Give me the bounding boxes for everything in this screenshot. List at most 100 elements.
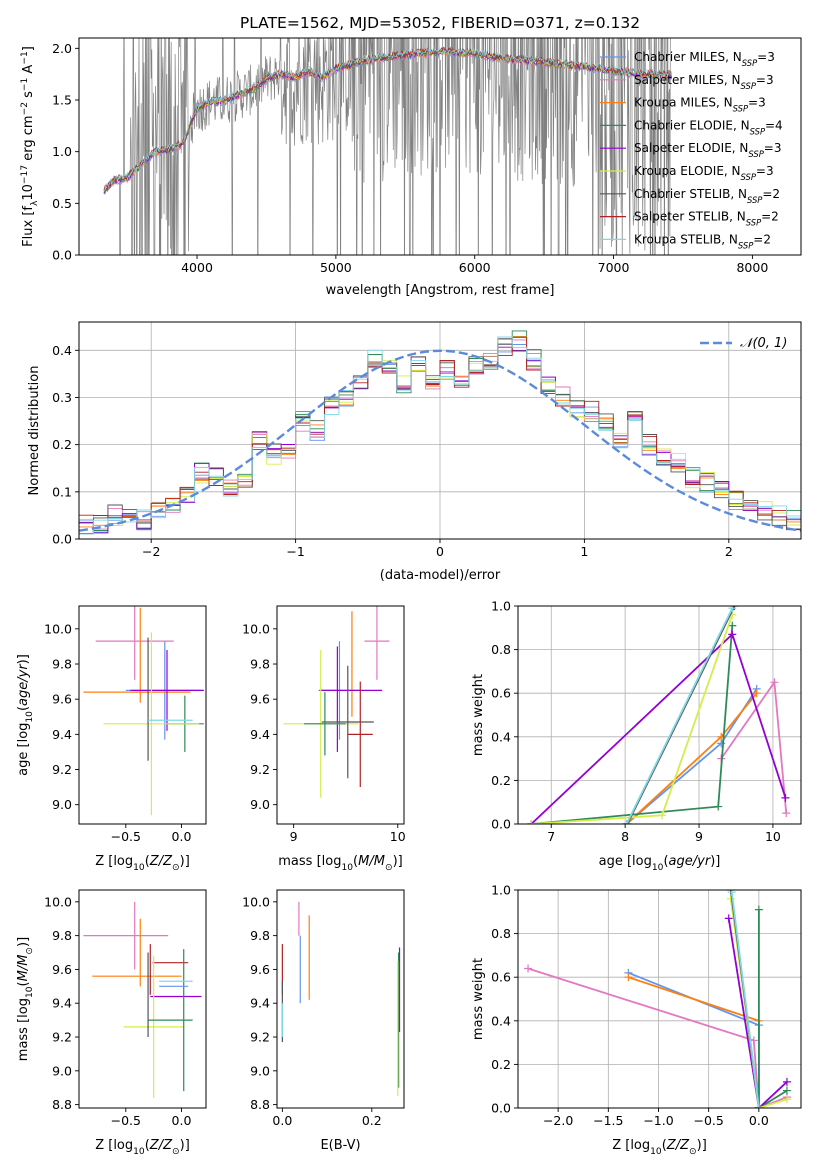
y-tick-label: 0.8 <box>491 642 511 657</box>
figure-title: PLATE=1562, MJD=53052, FIBERID=0371, z=0… <box>240 14 640 32</box>
weight-marker <box>727 890 736 897</box>
y-tick-label: 8.8 <box>250 1097 270 1112</box>
y-tick-label: 9.2 <box>52 1030 72 1045</box>
chart-panel-age-vs-mass: 9 10 9.0 9.2 9.4 9.6 9.8 10.0 mass [log10(M/M⊙)] <box>242 605 406 873</box>
weight-marker <box>728 630 737 639</box>
x-axis-label: age [log10(age/yr)] <box>599 854 721 873</box>
errorbar-plot-area <box>283 606 390 798</box>
legend-label: Salpeter MILES, NSSP=3 <box>634 73 774 91</box>
chart-panel-mass-vs-Z: −0.5 0.0 8.8 9.0 9.2 9.4 9.6 9.8 10.0 Z [log10(Z/… <box>16 889 207 1157</box>
gaussian-reference-curve <box>79 349 801 532</box>
model-spectrum-line <box>103 46 672 191</box>
y-tick-label: 9.6 <box>52 962 72 977</box>
weight-line <box>625 607 734 824</box>
errorbar-plot-area <box>281 901 401 1097</box>
chart-panel-mass-vs-EBV: 0.0 0.2 8.8 9.0 9.2 9.4 9.6 9.8 10.0 E(B-V) <box>242 889 405 1153</box>
y-tick-label: 9.4 <box>250 996 270 1011</box>
legend-entry: Chabrier STELIB, NSSP=2 <box>600 187 780 205</box>
legend-label: Kroupa MILES, NSSP=3 <box>634 96 766 114</box>
weight-marker <box>714 802 723 811</box>
y-tick-label: 0.2 <box>491 773 511 788</box>
observed-spectrum-line <box>103 38 671 255</box>
chart-panel-massweight-vs-age: 7 8 9 10 0.0 0.2 0.4 0.6 0.8 1.0 age [log10(age/yr… <box>471 599 802 873</box>
x-tick-label: 9 <box>695 829 703 844</box>
legend-entry: Kroupa STELIB, NSSP=2 <box>600 232 771 250</box>
x-tick-label: 5000 <box>320 260 352 275</box>
y-tick-label: 9.4 <box>52 727 72 742</box>
y-tick-label: 0.2 <box>491 1057 511 1072</box>
x-tick-label: 8 <box>621 829 629 844</box>
x-axis-label: Z [log10(Z/Z⊙)] <box>95 854 190 873</box>
y-tick-label: 9.0 <box>250 1063 270 1078</box>
y-tick-label: 10.0 <box>242 894 270 909</box>
x-tick-label: 0.0 <box>749 1113 769 1128</box>
x-tick-label: 0.2 <box>362 1113 382 1128</box>
x-tick-label: −0.5 <box>693 1113 723 1128</box>
y-tick-label: 0.3 <box>52 390 72 405</box>
y-tick-label: 10.0 <box>44 894 72 909</box>
weight-series <box>727 890 763 1108</box>
legend-label: Salpeter STELIB, NSSP=2 <box>634 210 779 228</box>
weight-marker <box>782 1077 791 1086</box>
x-axis-label: Z [log10(Z/Z⊙)] <box>95 1138 190 1157</box>
y-tick-label: 2.0 <box>52 41 72 56</box>
y-tick-label: 0.0 <box>52 248 72 263</box>
axes-frame <box>78 37 802 256</box>
legend-label: 𝒩(0, 1) <box>740 336 787 351</box>
y-tick-label: 1.0 <box>52 144 72 159</box>
chart-panel-age-vs-Z: −0.5 0.0 9.0 9.2 9.4 9.6 9.8 10.0 Z [log10(Z/Z⊙)… <box>16 605 207 873</box>
x-tick-label: 10 <box>765 829 781 844</box>
axes-frame <box>276 889 405 1109</box>
errorbar-point <box>123 955 184 1098</box>
errorbar-point <box>103 632 200 816</box>
x-axis-label: wavelength [Angstrom, rest frame] <box>326 283 555 298</box>
y-tick-label: 1.0 <box>491 599 511 614</box>
y-tick-label: 9.8 <box>52 657 72 672</box>
y-tick-label: 0.1 <box>52 484 72 499</box>
errorbar-plot-area <box>83 606 204 816</box>
y-axis-label: age [log10(age/yr)] <box>16 654 35 776</box>
legend-label: Chabrier ELODIE, NSSP=4 <box>634 118 783 136</box>
legend-entry: Kroupa ELODIE, NSSP=3 <box>600 164 774 182</box>
weight-marker <box>782 809 791 818</box>
x-tick-label: 0 <box>436 544 444 559</box>
residual-histogram-step <box>79 336 801 521</box>
weight-marker <box>782 1086 791 1095</box>
spectrum-plot-area <box>103 38 672 255</box>
x-tick-label: 7000 <box>598 260 630 275</box>
y-tick-label: 1.5 <box>52 93 72 108</box>
x-tick-label: −0.5 <box>111 1113 141 1128</box>
axes-frame <box>78 605 207 825</box>
weight-marker <box>527 820 536 824</box>
legend-entry: Chabrier MILES, NSSP=3 <box>600 50 775 68</box>
weight-marker <box>782 1095 791 1104</box>
legend-label: Kroupa ELODIE, NSSP=3 <box>634 164 774 182</box>
weight-marker <box>754 905 763 914</box>
y-tick-label: 9.8 <box>250 657 270 672</box>
x-tick-label: −2.0 <box>543 1113 573 1128</box>
errorbar-point <box>347 681 373 788</box>
y-tick-label: 0.5 <box>52 196 72 211</box>
y-axis-label: Normed distribution <box>27 366 42 496</box>
y-tick-label: 9.6 <box>250 962 270 977</box>
x-tick-label: 10 <box>390 829 406 844</box>
axes-frame <box>276 605 405 825</box>
y-tick-label: 0.6 <box>491 686 511 701</box>
weight-marker <box>622 820 631 824</box>
legend-entry: 𝒩(0, 1) <box>700 336 787 351</box>
legend-entry: Salpeter ELODIE, NSSP=3 <box>600 141 782 159</box>
residual-histogram-step <box>79 336 801 535</box>
legend-label: Chabrier MILES, NSSP=3 <box>634 50 775 68</box>
x-tick-label: 7 <box>547 829 555 844</box>
chart-panel-massweight-vs-Z: −2.0 −1.5 −1.0 −0.5 0.0 0.0 0.2 0.4 0.6 0.8 1.0 Z [… <box>471 883 802 1157</box>
y-tick-label: 0.4 <box>491 729 511 744</box>
legend-entry: Kroupa MILES, NSSP=3 <box>600 96 766 114</box>
y-tick-label: 0.4 <box>491 1013 511 1028</box>
weight-line <box>727 918 788 1108</box>
x-tick-label: −2 <box>142 544 160 559</box>
y-tick-label: 9.8 <box>250 928 270 943</box>
x-axis-label: Z [log10(Z/Z⊙)] <box>612 1138 707 1157</box>
weight-line <box>758 909 788 1108</box>
x-tick-label: 4000 <box>181 260 213 275</box>
